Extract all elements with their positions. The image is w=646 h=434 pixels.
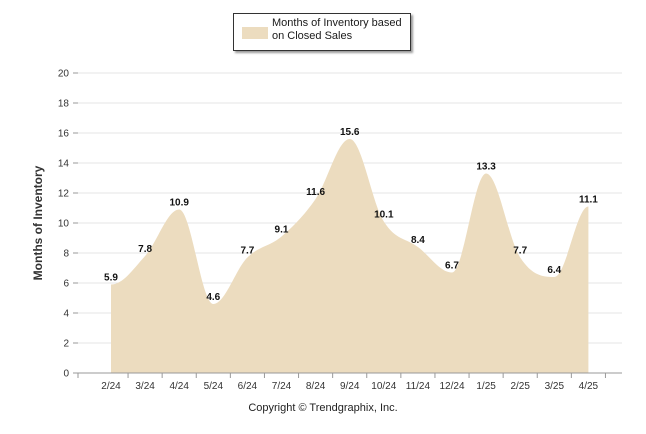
data-label: 8.4 (411, 235, 425, 246)
y-tick-label: 18 (58, 99, 70, 110)
x-tick-label: 11/24 (406, 381, 431, 392)
data-label: 4.6 (206, 292, 220, 303)
x-tick-label: 3/24 (135, 381, 155, 392)
y-tick-label: 12 (58, 189, 70, 200)
x-tick-label: 8/24 (306, 381, 326, 392)
x-tick-label: 4/24 (169, 381, 189, 392)
data-label: 7.7 (513, 246, 527, 257)
data-label: 11.6 (306, 187, 325, 198)
y-tick-label: 10 (58, 219, 70, 230)
x-tick-label: 12/24 (439, 381, 464, 392)
x-tick-label: 3/25 (545, 381, 565, 392)
y-tick-label: 8 (63, 249, 69, 260)
x-tick-label: 9/24 (340, 381, 360, 392)
y-tick-label: 20 (58, 69, 70, 80)
copyright-text: Copyright © Trendgraphix, Inc. (248, 402, 398, 414)
data-label: 10.9 (169, 198, 189, 209)
x-axis: 2/24 3/24 4/24 5/24 6/24 7/24 8/24 9/24 10/24 11/… (77, 372, 622, 392)
x-tick-label: 1/25 (476, 381, 496, 392)
y-tick-label: 2 (63, 339, 69, 350)
x-tick-label: 10/24 (371, 381, 396, 392)
y-axis-title: Months of Inventory (31, 165, 45, 280)
data-label: 11.1 (579, 195, 598, 206)
data-label: 13.3 (476, 162, 496, 173)
series-area (111, 139, 589, 373)
y-tick-label: 0 (63, 369, 69, 380)
x-tick-label: 7/24 (272, 381, 292, 392)
data-label: 7.7 (240, 246, 254, 257)
x-tick-label: 6/24 (238, 381, 258, 392)
data-labels: 5.9 7.8 10.9 4.6 7.7 9.1 11.6 15.6 10.1 8.4 6.7 13.… (104, 127, 598, 303)
area-fill (111, 139, 589, 373)
x-tick-label: 2/24 (101, 381, 121, 392)
y-tick-label: 6 (63, 279, 69, 290)
legend-swatch (242, 27, 268, 39)
y-axis-ticks: 0 2 4 6 8 10 12 14 16 18 20 (58, 69, 78, 380)
y-tick-label: 4 (63, 309, 69, 320)
x-tick-label: 4/25 (579, 381, 599, 392)
data-label: 6.7 (445, 261, 459, 272)
data-label: 7.8 (138, 244, 152, 255)
legend: Months of Inventory based on Closed Sale… (233, 13, 411, 51)
data-label: 6.4 (547, 265, 561, 276)
legend-label: Months of Inventory based on Closed Sale… (272, 17, 402, 42)
data-label: 10.1 (374, 210, 394, 221)
data-label: 9.1 (275, 225, 289, 236)
data-label: 5.9 (104, 273, 118, 284)
x-tick-label: 2/25 (510, 381, 530, 392)
data-label: 15.6 (340, 127, 360, 138)
y-tick-label: 16 (58, 129, 70, 140)
y-tick-label: 14 (58, 159, 70, 170)
x-tick-label: 5/24 (204, 381, 224, 392)
